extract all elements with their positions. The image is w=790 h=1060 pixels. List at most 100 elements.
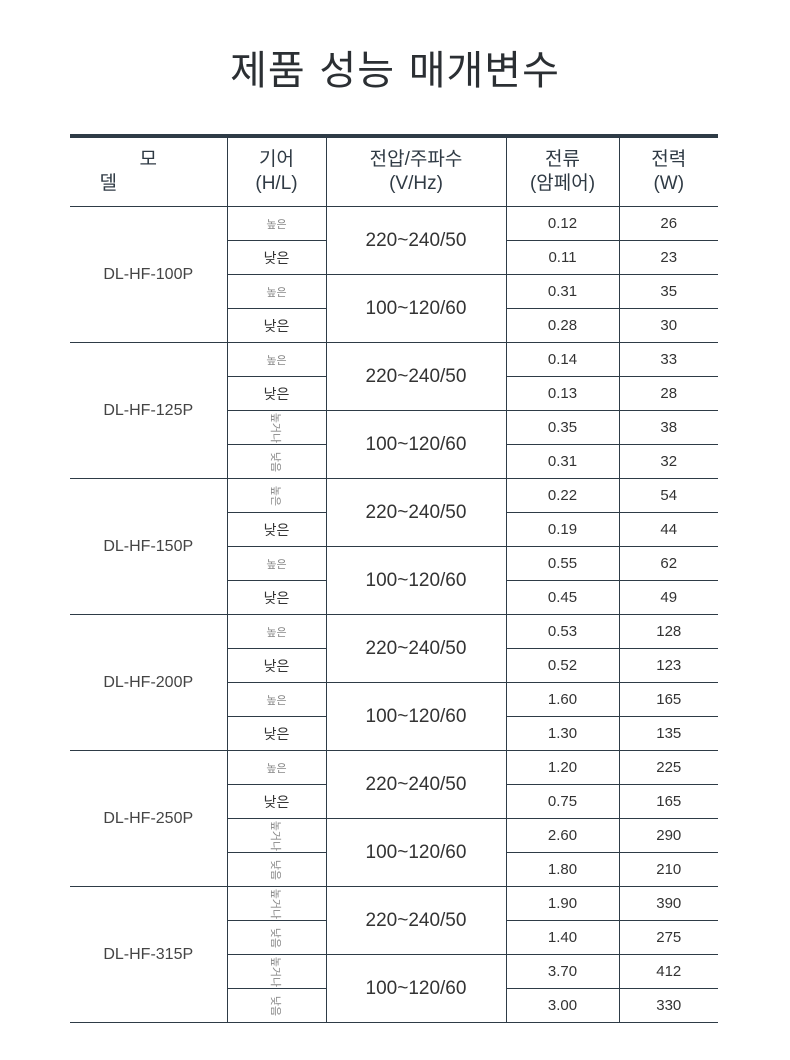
power-cell: 210 <box>618 852 718 887</box>
current-cell: 0.11 <box>505 240 619 275</box>
header-gear: 기어 (H/L) <box>226 136 326 207</box>
model-name: DL-HF-150P <box>70 478 227 615</box>
gear-cell: 높은 <box>226 546 326 581</box>
gear-label: 낮음 <box>269 927 282 949</box>
power-cell: 30 <box>618 308 718 343</box>
header-power-line1: 전력 <box>651 149 687 170</box>
current-cell: 0.53 <box>505 614 619 649</box>
power-cell: 49 <box>618 580 718 615</box>
header-current-line2: (암페어) <box>529 173 596 194</box>
table-row: 낮은 1.30 135 <box>70 716 718 751</box>
gear-cell: 높은 <box>226 342 326 377</box>
power-cell: 330 <box>618 988 718 1023</box>
gear-label: 높거나 <box>269 412 282 444</box>
power-cell: 165 <box>618 784 718 819</box>
model-name: DL-HF-315P <box>70 886 227 1023</box>
voltage-cell: 100~120/60 <box>325 546 506 615</box>
table-row: 높은 100~120/60 1.60 165 <box>70 682 718 751</box>
voltage-cell: 100~120/60 <box>325 410 506 479</box>
table-row: DL-HF-250P 높은 220~240/50 1.20 225 <box>70 750 718 887</box>
current-cell: 0.52 <box>505 648 619 683</box>
gear-cell: 낮은 <box>226 648 326 683</box>
gear-label: 높은 <box>269 485 282 507</box>
gear-cell: 낮은 <box>226 784 326 819</box>
power-cell: 412 <box>618 954 718 989</box>
gear-label: 높거나 <box>269 820 282 852</box>
power-cell: 54 <box>618 478 718 513</box>
table-row: DL-HF-315P 높거나 220~240/50 1.90 390 <box>70 886 718 1023</box>
table-row: 높거나 100~120/60 3.70 412 <box>70 954 718 1023</box>
table-row: 낮은 0.52 123 <box>70 648 718 683</box>
model-name: DL-HF-250P <box>70 750 227 887</box>
power-cell: 290 <box>618 818 718 853</box>
voltage-cell: 220~240/50 <box>325 342 506 411</box>
current-cell: 0.55 <box>505 546 619 581</box>
table-row: 낮은 0.75 165 <box>70 784 718 819</box>
power-cell: 23 <box>618 240 718 275</box>
current-cell: 0.75 <box>505 784 619 819</box>
gear-cell: 높은 <box>226 274 326 309</box>
voltage-cell: 100~120/60 <box>325 954 506 1023</box>
gear-cell: 높은 <box>226 478 326 513</box>
power-cell: 32 <box>618 444 718 479</box>
current-cell: 0.22 <box>505 478 619 513</box>
table-row: 높거나 100~120/60 2.60 290 <box>70 818 718 887</box>
current-cell: 0.14 <box>505 342 619 377</box>
current-cell: 3.00 <box>505 988 619 1023</box>
header-gear-line2: (H/L) <box>255 173 298 194</box>
gear-cell: 높은 <box>226 614 326 649</box>
gear-cell: 낮은 <box>226 308 326 343</box>
power-cell: 275 <box>618 920 718 955</box>
power-cell: 135 <box>618 716 718 751</box>
gear-cell: 낮음 <box>226 920 326 955</box>
power-cell: 62 <box>618 546 718 581</box>
gear-label: 낮음 <box>269 859 282 881</box>
power-cell: 33 <box>618 342 718 377</box>
gear-cell: 낮음 <box>226 988 326 1023</box>
current-cell: 2.60 <box>505 818 619 853</box>
voltage-cell: 220~240/50 <box>325 750 506 819</box>
current-cell: 1.20 <box>505 750 619 785</box>
table-row: 높거나 100~120/60 0.35 38 <box>70 410 718 479</box>
voltage-cell: 220~240/50 <box>325 614 506 683</box>
gear-label: 낮음 <box>269 995 282 1017</box>
power-cell: 44 <box>618 512 718 547</box>
voltage-cell: 220~240/50 <box>325 886 506 955</box>
power-cell: 225 <box>618 750 718 785</box>
table-row: 낮음 3.00 330 <box>70 988 718 1023</box>
table-row: DL-HF-200P 높은 220~240/50 0.53 128 <box>70 614 718 751</box>
gear-cell: 낮은 <box>226 240 326 275</box>
table-row: 낮은 0.11 23 <box>70 240 718 275</box>
header-current-line1: 전류 <box>545 149 580 170</box>
power-cell: 28 <box>618 376 718 411</box>
current-cell: 3.70 <box>505 954 619 989</box>
table-row: 낮음 1.80 210 <box>70 852 718 887</box>
gear-cell: 높은 <box>226 750 326 785</box>
current-cell: 0.13 <box>505 376 619 411</box>
voltage-cell: 100~120/60 <box>325 818 506 887</box>
table-row: 높은 100~120/60 0.55 62 <box>70 546 718 615</box>
current-cell: 0.28 <box>505 308 619 343</box>
current-cell: 1.90 <box>505 886 619 921</box>
gear-cell: 높거나 <box>226 410 326 445</box>
table-row: 낮은 0.45 49 <box>70 580 718 615</box>
page-title: 제품 성능 매개변수 <box>230 48 560 94</box>
current-cell: 1.80 <box>505 852 619 887</box>
gear-cell: 낮은 <box>226 376 326 411</box>
voltage-cell: 220~240/50 <box>325 478 506 547</box>
power-cell: 128 <box>618 614 718 649</box>
table-row: 낮은 0.13 28 <box>70 376 718 411</box>
model-name: DL-HF-200P <box>70 614 227 751</box>
current-cell: 0.45 <box>505 580 619 615</box>
table-row: DL-HF-100P 높은 220~240/50 0.12 26 <box>70 206 718 343</box>
current-cell: 0.31 <box>505 274 619 309</box>
current-cell: 0.31 <box>505 444 619 479</box>
header-current: 전류 (암페어) <box>505 136 619 207</box>
gear-cell: 낮음 <box>226 444 326 479</box>
power-cell: 390 <box>618 886 718 921</box>
gear-cell: 낮은 <box>226 580 326 615</box>
table-row: 낮은 0.19 44 <box>70 512 718 547</box>
